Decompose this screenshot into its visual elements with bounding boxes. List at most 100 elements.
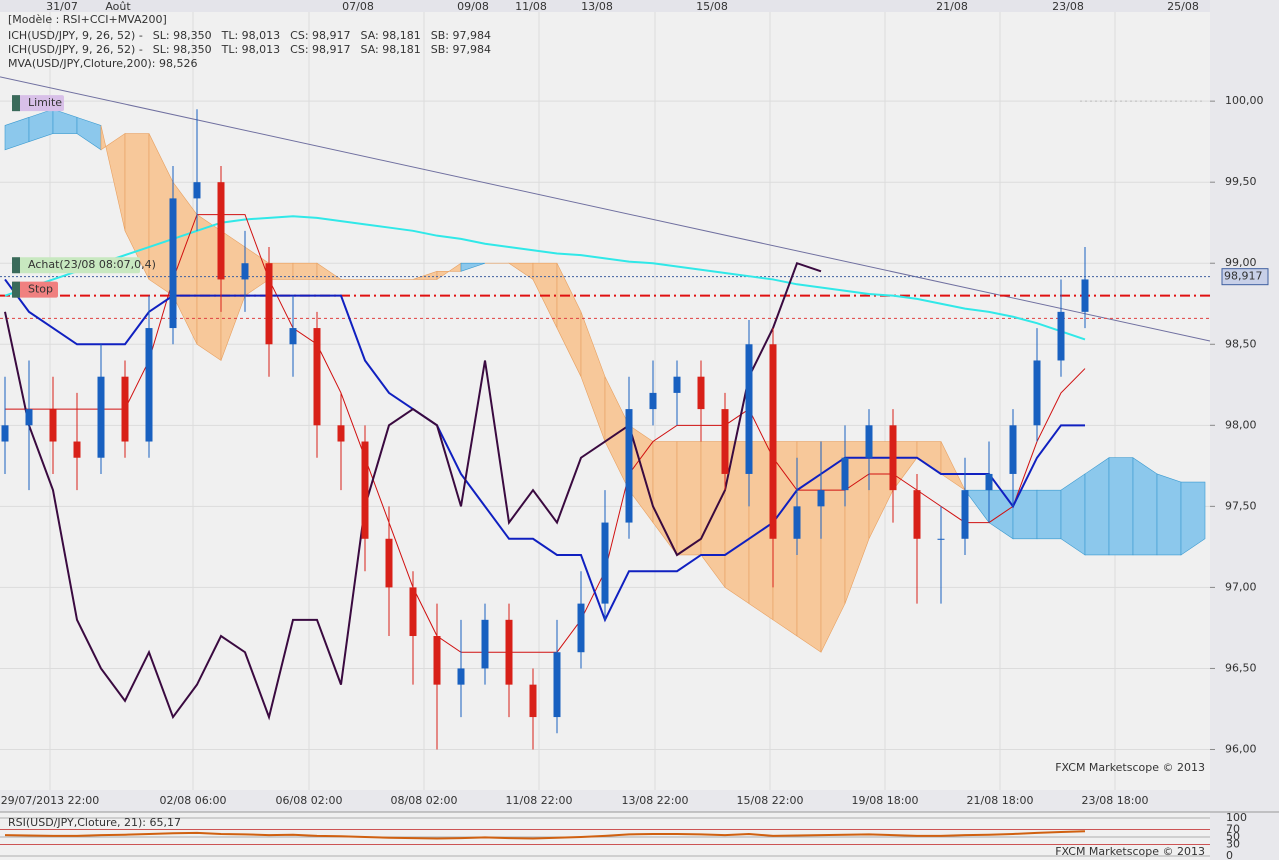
candle-body (121, 376, 129, 442)
y-tick-label: 97,50 (1225, 499, 1257, 512)
header: [Modèle : RSI+CCI+MVA200] (8, 13, 167, 26)
candle-body (601, 522, 609, 604)
candle-body (289, 328, 297, 345)
cloud-segment (796, 441, 822, 653)
level-handle (12, 95, 20, 112)
legend-text: SL: 98,350 (153, 43, 212, 56)
top-date: 13/08 (581, 0, 613, 13)
level-handle (12, 257, 20, 274)
candle-body (505, 619, 513, 685)
rsi-title: RSI(USD/JPY,Cloture, 21): 65,17 (8, 816, 181, 829)
candle-body (577, 603, 585, 653)
bottom-date: 06/08 02:00 (276, 794, 343, 807)
candle-body (985, 473, 993, 491)
line-tl (4, 278, 1085, 623)
candle-body (865, 425, 873, 458)
candle-body (97, 376, 105, 458)
candle-body (337, 425, 345, 442)
y-tick-label: 99,00 (1225, 256, 1257, 269)
top-date: 07/08 (342, 0, 374, 13)
rsi-tick-label: 30 (1226, 838, 1240, 851)
top-date: 25/08 (1167, 0, 1199, 13)
cloud-segment (940, 441, 966, 492)
y-tick-label: 96,50 (1225, 661, 1257, 674)
bottom-date: 08/08 02:00 (391, 794, 458, 807)
candle-body (553, 652, 561, 718)
y-tick-label: 96,00 (1225, 742, 1257, 755)
top-date: 31/07 (46, 0, 78, 13)
candle-body (217, 182, 225, 280)
level-label: Stop (28, 283, 53, 296)
cloud-segment (196, 214, 222, 362)
cloud-segment (676, 441, 702, 556)
rsi-tick-label: 0 (1226, 849, 1233, 860)
candle-body (769, 344, 777, 539)
candle-body (265, 263, 273, 345)
cloud-segment (316, 262, 342, 280)
legend-text: MVA(USD/JPY,Cloture,200): 98,526 (8, 57, 197, 70)
cloud-segment (460, 262, 486, 272)
y-tick-label: 98,50 (1225, 337, 1257, 350)
line-cs (4, 261, 822, 721)
candle-body (409, 587, 417, 637)
legend-text: SL: 98,350 (153, 29, 212, 42)
y-tick-label: 99,50 (1225, 175, 1257, 188)
cloud-segment (1108, 457, 1134, 556)
candle-body (1009, 425, 1017, 474)
line-sl (5, 214, 1086, 653)
legend-text: TL: 98,013 (221, 29, 281, 42)
cloud-segment (1036, 489, 1062, 540)
bottom-date: 19/08 18:00 (852, 794, 919, 807)
candle-body (889, 425, 897, 491)
y-tick-label: 98,00 (1225, 418, 1257, 431)
candle-body (625, 409, 633, 523)
watermark: FXCM Marketscope © 2013 (1055, 761, 1205, 774)
bottom-date: 21/08 18:00 (967, 794, 1034, 807)
candle-body (1033, 360, 1041, 426)
bottom-date: 15/08 22:00 (737, 794, 804, 807)
axis-bg (1210, 0, 1279, 860)
legend-text: CS: 98,917 (290, 43, 350, 56)
candle-body (745, 344, 753, 474)
line-mva (4, 215, 1086, 341)
cloud-segment (1132, 457, 1158, 556)
trendline (0, 76, 1211, 342)
candle-body (937, 538, 945, 540)
top-date: Août (105, 0, 131, 13)
top-date: 23/08 (1052, 0, 1084, 13)
price-label: 98,917 (1224, 270, 1263, 283)
candle-body (481, 619, 489, 669)
candle-body (241, 263, 249, 280)
candle-body (49, 409, 57, 442)
top-date: 09/08 (457, 0, 489, 13)
candle-body (793, 506, 801, 539)
level-tag (12, 257, 140, 274)
bottom-date: 11/08 22:00 (506, 794, 573, 807)
cloud-segment (724, 441, 750, 605)
candle-body (697, 376, 705, 410)
candle-body (385, 538, 393, 588)
candle-body (73, 441, 81, 458)
top-date: 11/08 (515, 0, 547, 13)
candle-body (193, 182, 201, 199)
candle-body (1, 425, 9, 442)
legend-text: CS: 98,917 (290, 29, 350, 42)
candle-body (913, 490, 921, 539)
watermark-rsi: FXCM Marketscope © 2013 (1055, 845, 1205, 858)
candle-body (961, 490, 969, 539)
candle-body (361, 441, 369, 539)
legend-text: ICH(USD/JPY, 9, 26, 52) - (8, 29, 143, 42)
candle-body (529, 684, 537, 718)
legend-text: TL: 98,013 (221, 43, 281, 56)
bottom-date: 02/08 06:00 (160, 794, 227, 807)
candle-body (145, 328, 153, 442)
candle-body (313, 328, 321, 426)
y-tick-label: 100,00 (1225, 94, 1264, 107)
top-date: 15/08 (696, 0, 728, 13)
candle-body (457, 668, 465, 685)
candle-body (841, 457, 849, 491)
level-handle (12, 281, 20, 298)
candle-body (1081, 279, 1089, 312)
legend-text: SB: 97,984 (431, 29, 491, 42)
